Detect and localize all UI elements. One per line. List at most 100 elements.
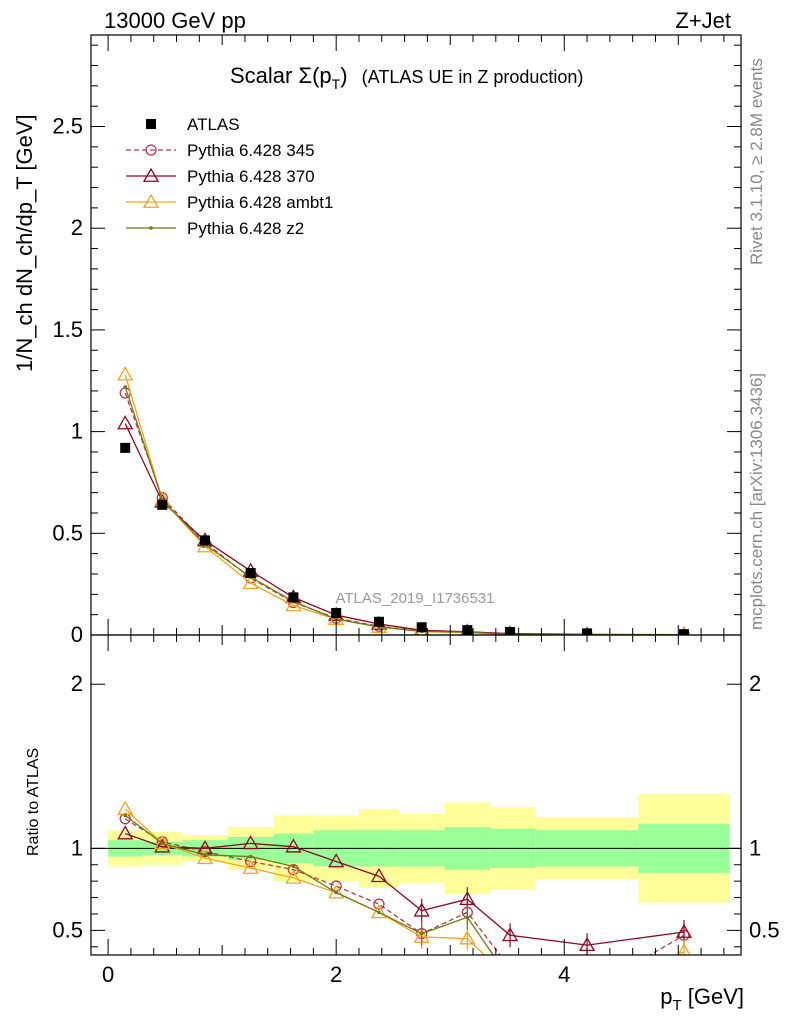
marker-square — [416, 622, 427, 633]
ratio-line-0 — [124, 818, 685, 955]
x-tick-label: 4 — [558, 962, 570, 987]
marker-dot — [160, 841, 165, 846]
ratio-panel: 0.5 0.5 1 1 2 2 0 2 4 — [52, 35, 780, 998]
marker-triangle — [142, 167, 160, 182]
marker-triangle — [242, 835, 259, 850]
marker-dot — [465, 915, 470, 920]
ratio-series — [117, 800, 693, 998]
x-tick-label: 2 — [330, 962, 342, 987]
marker-triangle — [117, 800, 134, 815]
ratio-frame — [90, 634, 742, 956]
marker-triangle — [117, 825, 134, 840]
x-axis-label-sub: T — [672, 997, 681, 1014]
marker-square — [331, 608, 342, 619]
ratio-tick-label-left: 2 — [71, 671, 83, 696]
marker-triangle — [117, 366, 134, 381]
marker-triangle — [413, 902, 430, 917]
legend-label: Pythia 6.428 z2 — [187, 219, 304, 238]
y-tick-label: 1.5 — [52, 317, 83, 342]
marker-triangle — [285, 869, 302, 884]
marker-triangle — [117, 415, 134, 430]
marker-square — [505, 626, 516, 635]
marker-square — [146, 119, 156, 129]
marker-dot — [585, 991, 589, 995]
marker-triangle — [154, 835, 171, 850]
marker-triangle — [196, 849, 214, 865]
marker-square — [373, 616, 384, 627]
ratio-ylabel: Ratio to ATLAS — [25, 748, 42, 856]
marker-square — [462, 625, 473, 635]
header-left: 13000 GeV pp — [104, 8, 246, 33]
marker-dot — [149, 226, 153, 230]
marker-triangle — [370, 904, 388, 919]
marker-dot — [248, 854, 253, 859]
x-axis-label-main: p — [660, 984, 672, 1009]
marker-circle — [505, 963, 515, 973]
marker-square — [200, 535, 211, 546]
y-tick-label: 2.5 — [52, 114, 83, 139]
ratio-tick-label-right: 1 — [749, 835, 761, 860]
marker-dot — [682, 978, 686, 982]
marker-dot — [508, 978, 512, 982]
marker-triangle — [501, 926, 519, 942]
marker-square — [245, 567, 256, 578]
y-tick-label: 0.5 — [52, 520, 83, 545]
ratio-tick-label-left: 1 — [71, 835, 83, 860]
series-line-1 — [124, 423, 684, 635]
marker-triangle — [675, 923, 693, 938]
main-y-ticks: 0 0.5 1 1.5 2 2.5 — [52, 44, 741, 647]
marker-triangle — [459, 890, 476, 906]
marker-square — [157, 499, 168, 510]
legend: ATLAS Pythia 6.428 345 Pythia 6.428 370 Pyt… — [126, 115, 333, 238]
header-right: Z+Jet — [675, 8, 731, 33]
marker-triangle — [328, 853, 345, 868]
marker-triangle — [242, 859, 259, 874]
marker-dot — [419, 931, 424, 936]
x-axis-label: pT [GeV] — [660, 984, 744, 1014]
chart-title: Scalar Σ(pT) (ATLAS UE in Z production) — [230, 63, 583, 92]
x-axis-label-unit: [GeV] — [682, 984, 744, 1009]
analysis-watermark: ATLAS_2019_I1736531 — [335, 590, 494, 607]
marker-triangle — [142, 193, 160, 208]
marker-triangle — [580, 986, 594, 998]
side-label-mcplots: mcplots.cern.ch [arXiv:1306.3436] — [747, 373, 766, 630]
marker-triangle — [370, 867, 388, 883]
ratio-tick-label-right: 2 — [749, 671, 761, 696]
marker-circle — [373, 898, 385, 910]
marker-square — [678, 629, 689, 635]
chart-title-extra: (ATLAS UE in Z production) — [362, 67, 584, 87]
marker-triangle — [459, 930, 476, 945]
marker-square — [288, 592, 299, 603]
marker-triangle — [285, 597, 302, 612]
ratio-tick-label-right: 0.5 — [749, 917, 780, 942]
marker-triangle — [328, 884, 345, 899]
legend-label: Pythia 6.428 345 — [187, 141, 315, 160]
marker-dot — [123, 813, 128, 818]
marker-triangle — [242, 574, 259, 590]
ratio-line-1 — [124, 832, 685, 946]
side-label-rivet: Rivet 3.1.10, ≥ 2.8M events — [747, 58, 766, 265]
ratio-line-3 — [124, 814, 494, 955]
y-tick-label: 2 — [71, 215, 83, 240]
legend-label: Pythia 6.428 ambt1 — [187, 193, 333, 212]
marker-dot — [377, 910, 381, 915]
legend-label: Pythia 6.428 370 — [187, 167, 315, 186]
chart-title-main: Scalar Σ(p — [230, 63, 332, 88]
marker-dot — [123, 385, 128, 389]
marker-dot — [203, 853, 207, 857]
legend-label: ATLAS — [187, 115, 240, 134]
x-ticks: 0 2 4 — [102, 35, 725, 987]
ratio-tick-label-left: 0.5 — [52, 917, 83, 942]
marker-triangle — [196, 538, 214, 553]
marker-triangle — [154, 838, 171, 853]
marker-circle — [582, 986, 592, 996]
marker-triangle — [285, 838, 302, 853]
x-tick-label: 0 — [102, 962, 114, 987]
ratio-y-ticks: 0.5 0.5 1 1 2 2 — [52, 671, 780, 948]
marker-circle — [145, 144, 157, 156]
main-ylabel: 1/N_ch dN_ch/dp_T [GeV] — [12, 114, 37, 372]
chart-title-close: ) — [340, 63, 347, 88]
marker-triangle — [677, 943, 691, 955]
marker-triangle — [503, 973, 517, 985]
